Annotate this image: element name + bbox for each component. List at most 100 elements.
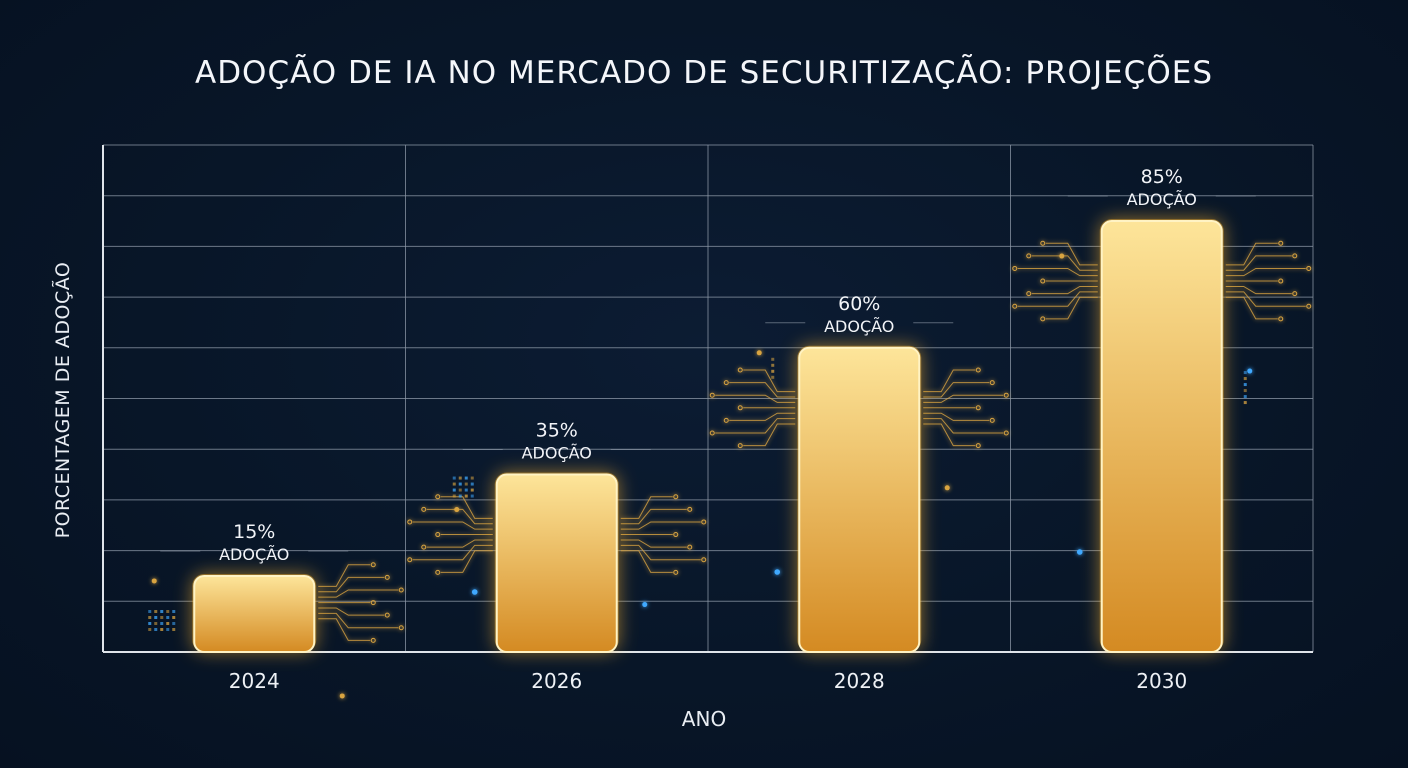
x-tick-label-2028: 2028 bbox=[834, 669, 885, 693]
circuit-node bbox=[435, 569, 441, 575]
circuit-trace bbox=[440, 496, 493, 519]
circuit-trace bbox=[318, 564, 371, 587]
sparkle-dot bbox=[1059, 253, 1065, 259]
circuit-trace bbox=[1017, 267, 1098, 277]
circuit-node bbox=[1278, 240, 1284, 246]
circuit-node bbox=[673, 532, 679, 538]
circuit-node bbox=[687, 506, 693, 512]
circuit-trace bbox=[412, 544, 493, 561]
dot-pixel bbox=[1243, 383, 1247, 387]
circuit-trace bbox=[1225, 255, 1292, 271]
circuit-node bbox=[435, 494, 441, 500]
circuit-trace bbox=[923, 423, 976, 447]
circuit-node bbox=[370, 637, 376, 643]
circuit-trace bbox=[1045, 242, 1098, 266]
bar-2030 bbox=[1100, 220, 1223, 654]
circuit-node bbox=[1040, 240, 1046, 246]
dot-pixel bbox=[771, 363, 775, 367]
circuit-node bbox=[384, 612, 390, 618]
dot-pixel bbox=[458, 476, 462, 480]
dot-pixel bbox=[154, 616, 158, 619]
circuit-trace bbox=[1017, 291, 1098, 307]
circuit-traces bbox=[620, 494, 707, 575]
circuit-trace bbox=[426, 539, 493, 548]
circuit-node bbox=[421, 506, 427, 512]
x-tick-label-2024: 2024 bbox=[229, 669, 280, 693]
dot-pixel bbox=[470, 494, 474, 498]
circuit-trace bbox=[1225, 267, 1306, 277]
circuit-node bbox=[435, 532, 441, 538]
dot-pixel bbox=[172, 610, 176, 613]
circuit-node bbox=[1306, 303, 1312, 309]
circuit-node bbox=[709, 430, 715, 436]
dot-pixel bbox=[1243, 389, 1247, 393]
circuit-trace bbox=[1031, 255, 1098, 271]
circuit-trace bbox=[1225, 296, 1278, 320]
sparkle-dot bbox=[756, 350, 762, 356]
bars-layer bbox=[192, 219, 1224, 654]
circuit-trace bbox=[729, 382, 796, 398]
dot-pixel bbox=[464, 494, 468, 498]
dot-pixel bbox=[771, 357, 775, 361]
circuit-node bbox=[709, 392, 715, 398]
dot-pixel bbox=[148, 610, 152, 613]
circuit-node bbox=[975, 443, 981, 449]
circuit-node bbox=[398, 587, 404, 593]
dot-pixel bbox=[458, 482, 462, 486]
circuit-traces bbox=[1225, 240, 1312, 322]
circuit-trace bbox=[729, 412, 796, 421]
circuit-trace bbox=[318, 576, 385, 593]
dot-pixel bbox=[160, 616, 164, 619]
dot-pixel bbox=[148, 616, 152, 619]
dot-pixel bbox=[166, 616, 170, 619]
circuit-trace bbox=[412, 521, 493, 530]
dot-pixel bbox=[154, 610, 158, 613]
circuit-node bbox=[673, 569, 679, 575]
circuit-traces bbox=[407, 494, 493, 575]
dot-pixel bbox=[464, 488, 468, 492]
dot-pixel bbox=[154, 622, 158, 625]
dot-pixel bbox=[160, 622, 164, 625]
dot-pixel bbox=[464, 476, 468, 480]
circuit-trace bbox=[1225, 242, 1278, 266]
circuit-node bbox=[673, 494, 679, 500]
dot-pixel bbox=[166, 622, 170, 625]
circuit-trace bbox=[620, 544, 701, 561]
dot-pixel bbox=[148, 628, 152, 631]
circuit-trace bbox=[1031, 285, 1098, 295]
dot-pixel bbox=[154, 628, 158, 631]
circuit-node bbox=[407, 519, 413, 525]
x-tick-label-2026: 2026 bbox=[531, 669, 582, 693]
circuit-trace bbox=[318, 607, 385, 616]
value-label-2028: 60% bbox=[838, 293, 880, 315]
circuit-traces bbox=[923, 367, 1009, 449]
dot-pixel bbox=[172, 622, 176, 625]
circuit-trace bbox=[715, 418, 796, 434]
circuit-node bbox=[1292, 253, 1298, 259]
sparkle-dot bbox=[339, 693, 345, 699]
circuit-node bbox=[421, 544, 427, 550]
sparkle-dot bbox=[1247, 368, 1253, 374]
bar-2028 bbox=[798, 346, 921, 653]
circuit-node bbox=[687, 544, 693, 550]
dot-pixel bbox=[148, 622, 152, 625]
circuit-trace bbox=[923, 382, 990, 398]
circuit-node bbox=[384, 574, 390, 580]
circuit-traces bbox=[1012, 240, 1098, 322]
adoption-sublabel-2024: ADOÇÃO bbox=[219, 545, 289, 564]
sparkle-dot bbox=[471, 589, 478, 595]
circuit-node bbox=[1292, 291, 1298, 297]
circuit-node bbox=[1012, 265, 1018, 271]
circuit-node bbox=[1278, 278, 1284, 284]
dot-pixel bbox=[458, 488, 462, 492]
dot-pixel bbox=[452, 476, 456, 480]
circuit-trace bbox=[923, 418, 1004, 434]
x-axis-label: ANO bbox=[681, 707, 727, 731]
circuit-node bbox=[989, 380, 995, 386]
value-label-2030: 85% bbox=[1141, 166, 1183, 188]
circuit-node bbox=[407, 557, 413, 563]
dot-pixel bbox=[1243, 395, 1247, 399]
dot-pixel bbox=[458, 494, 462, 498]
chart-title: ADOÇÃO DE IA NO MERCADO DE SECURITIZAÇÃO… bbox=[194, 55, 1213, 91]
